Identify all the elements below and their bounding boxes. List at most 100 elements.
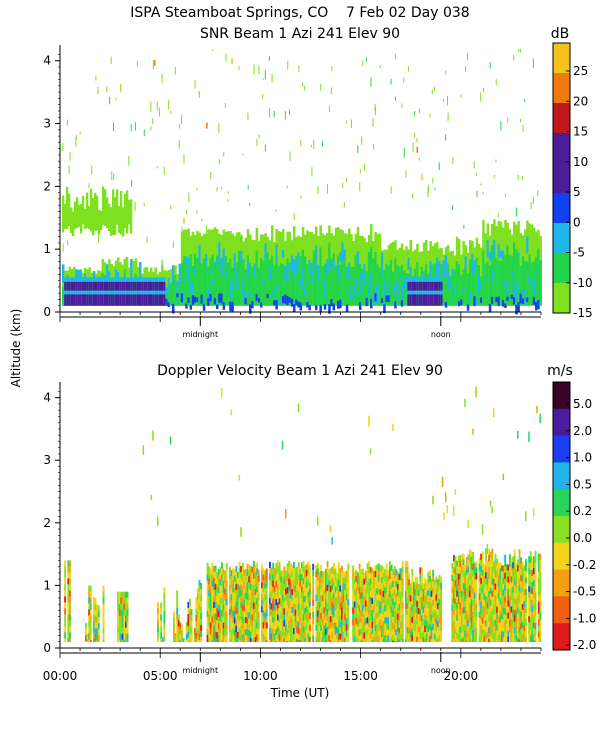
doppler-cell xyxy=(347,611,350,618)
snr-speckle xyxy=(433,86,435,91)
doppler-cell xyxy=(491,578,494,585)
snr-speckle xyxy=(447,95,449,106)
doppler-cell xyxy=(486,614,489,621)
doppler-cell xyxy=(400,634,403,641)
doppler-cell xyxy=(321,577,324,584)
doppler-cell xyxy=(97,641,100,643)
doppler-cell xyxy=(213,607,215,615)
doppler-cell xyxy=(406,638,409,643)
snr-echo-patch xyxy=(308,259,311,274)
doppler-cell xyxy=(299,640,302,643)
doppler-cell xyxy=(352,637,355,643)
x-axis-label: Time (UT) xyxy=(270,686,330,700)
doppler-cell xyxy=(208,608,211,615)
doppler-cell xyxy=(430,620,433,628)
snr-surface-layer xyxy=(411,294,415,306)
doppler-cell xyxy=(254,630,257,638)
doppler-cell xyxy=(337,610,340,617)
doppler-cell xyxy=(424,632,427,639)
snr-surface-layer xyxy=(66,281,69,291)
doppler-cell xyxy=(480,619,483,627)
doppler-cell xyxy=(385,593,388,600)
doppler-cell xyxy=(400,568,403,575)
doppler-cell xyxy=(464,625,467,632)
doppler-cell xyxy=(326,602,329,610)
snr-echo-patch xyxy=(517,252,520,257)
doppler-colorbar-tick-label: 0.5 xyxy=(573,477,592,491)
doppler-speckle xyxy=(443,512,445,520)
doppler-cell xyxy=(459,638,462,643)
snr-speckle xyxy=(256,138,258,147)
doppler-cell xyxy=(97,617,100,624)
doppler-cell xyxy=(237,607,239,615)
snr-surface-layer xyxy=(143,281,146,291)
snr-surface-patch xyxy=(359,302,362,310)
snr-echo-core xyxy=(275,256,278,306)
doppler-cell xyxy=(405,621,407,628)
doppler-cell xyxy=(411,640,414,643)
snr-speckle xyxy=(227,191,229,194)
doppler-cell xyxy=(283,566,286,573)
doppler-cell xyxy=(270,603,273,610)
doppler-cell xyxy=(67,578,70,585)
doppler-cell xyxy=(373,588,375,595)
doppler-cell xyxy=(347,563,350,570)
doppler-cell xyxy=(534,610,537,618)
doppler-cell xyxy=(373,630,375,637)
snr-surface-layer xyxy=(68,277,72,306)
doppler-cell xyxy=(237,589,239,597)
snr-colorbar-tick-label: -10 xyxy=(573,276,593,290)
snr-surface-patch xyxy=(216,304,219,310)
snr-echo-patch xyxy=(532,278,536,295)
doppler-cell xyxy=(385,617,388,624)
doppler-cell xyxy=(525,625,527,632)
doppler-cell xyxy=(67,590,70,597)
doppler-cell xyxy=(505,599,508,607)
doppler-cell xyxy=(451,610,454,618)
doppler-cell xyxy=(301,586,303,593)
snr-echo-patch xyxy=(332,259,336,266)
doppler-cell xyxy=(230,606,233,613)
doppler-cell xyxy=(400,616,403,623)
doppler-cell xyxy=(309,618,311,626)
doppler-cell xyxy=(125,591,127,598)
doppler-cell xyxy=(355,606,358,613)
snr-echo-patch xyxy=(535,269,538,274)
doppler-cell xyxy=(352,577,355,584)
doppler-cell xyxy=(363,626,366,633)
doppler-cell xyxy=(69,566,71,573)
doppler-cell xyxy=(307,579,310,586)
doppler-cell xyxy=(472,636,475,643)
doppler-cell xyxy=(317,616,319,623)
doppler-cell xyxy=(510,576,513,583)
doppler-cell xyxy=(464,601,467,608)
doppler-cell xyxy=(262,574,265,581)
doppler-cell xyxy=(334,616,337,623)
snr-surface-layer xyxy=(64,294,67,306)
snr-echo-core xyxy=(218,251,221,306)
doppler-cell xyxy=(173,623,175,630)
doppler-cell xyxy=(430,626,433,634)
snr-surface-patch xyxy=(176,293,179,298)
doppler-cell xyxy=(373,606,375,613)
snr-surface-layer xyxy=(101,294,105,306)
doppler-cell xyxy=(413,593,415,601)
doppler-cell xyxy=(531,581,534,589)
doppler-cell xyxy=(235,625,238,633)
doppler-cell xyxy=(401,578,404,586)
doppler-cell xyxy=(393,565,396,573)
doppler-cell xyxy=(502,583,505,590)
doppler-cell xyxy=(461,566,463,573)
snr-speckle xyxy=(300,140,302,147)
doppler-cell xyxy=(493,638,495,643)
snr-surface-patch xyxy=(284,294,287,304)
snr-echo-core xyxy=(205,263,208,306)
doppler-cell xyxy=(88,609,91,616)
snr-surface-patch xyxy=(213,298,217,305)
doppler-cell xyxy=(289,616,292,623)
doppler-cell xyxy=(464,595,467,602)
doppler-cell xyxy=(195,638,198,643)
doppler-cell xyxy=(453,621,455,628)
doppler-cell xyxy=(325,604,327,612)
doppler-cell xyxy=(469,561,471,568)
